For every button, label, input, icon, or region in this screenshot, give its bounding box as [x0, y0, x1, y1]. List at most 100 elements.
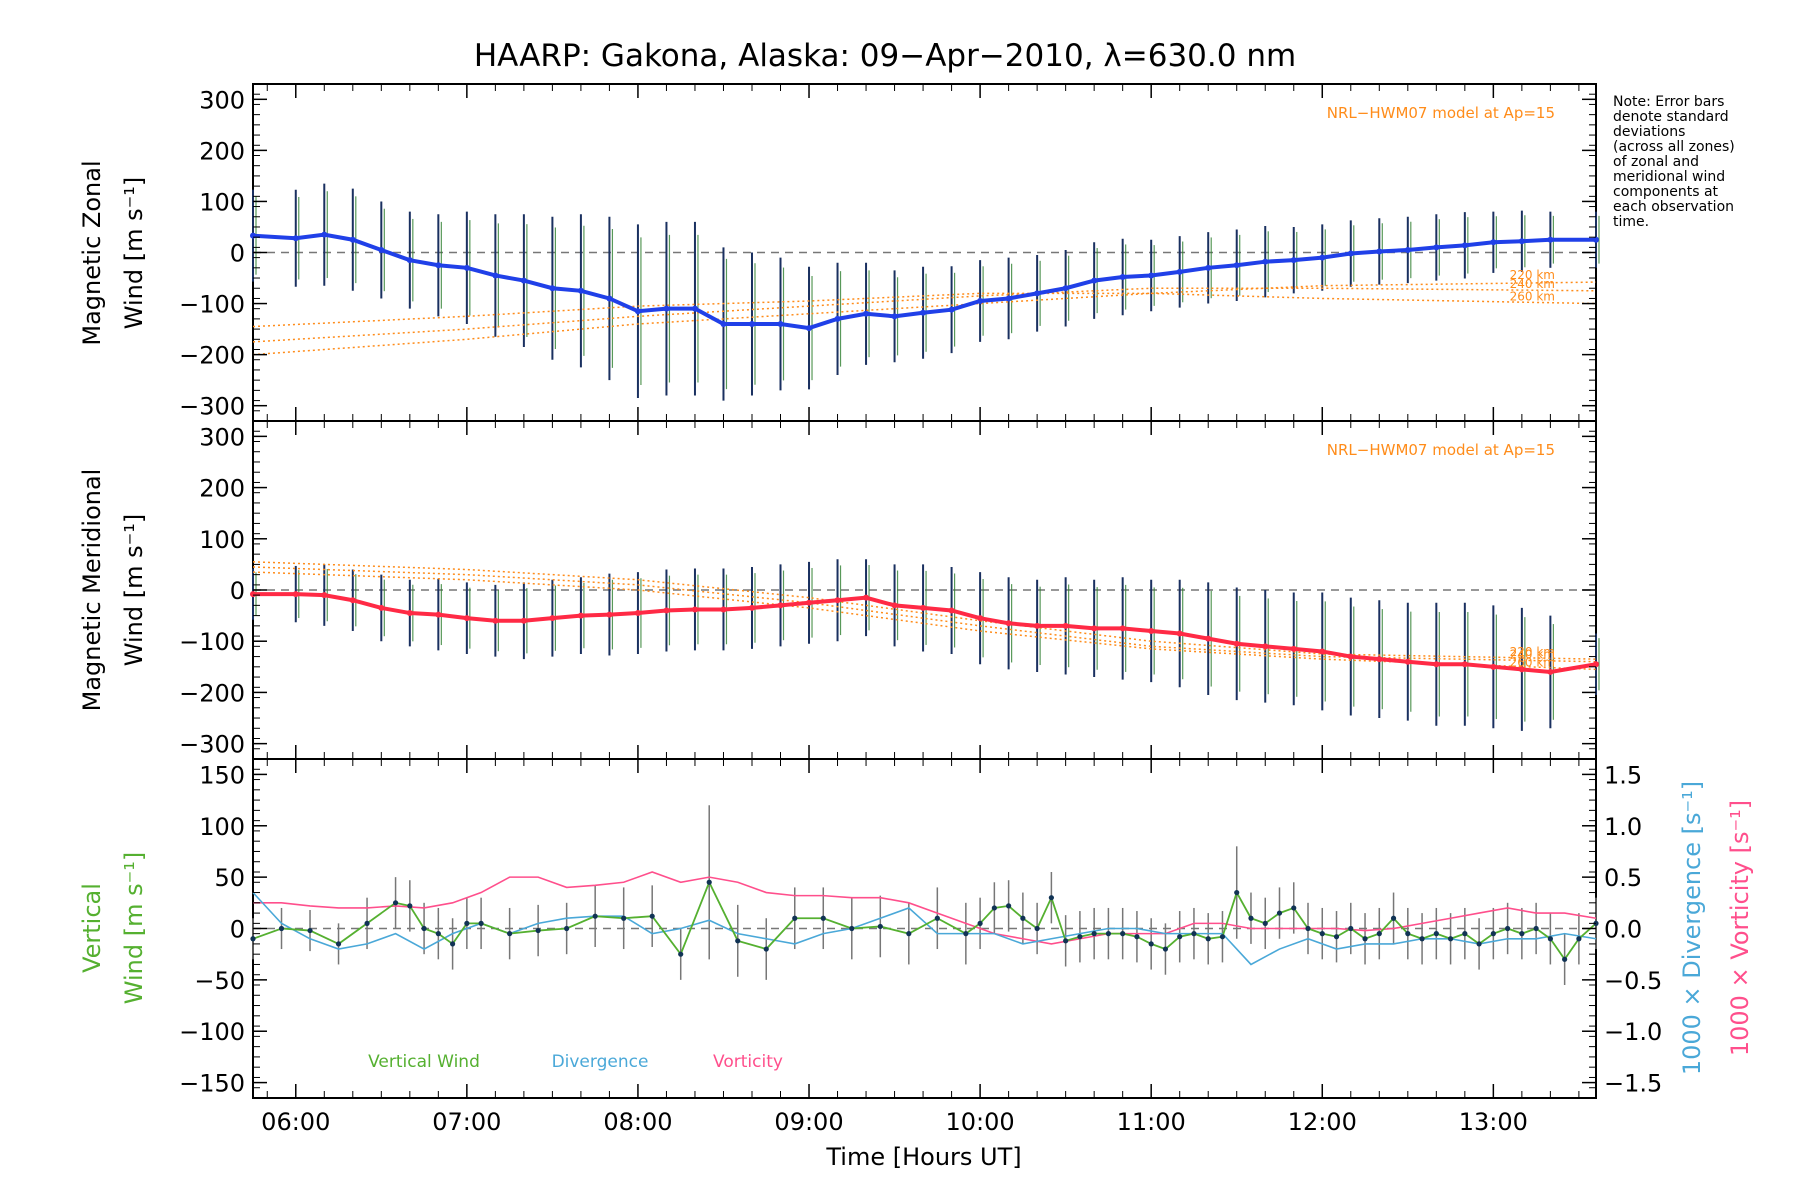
vertical-wind-point — [1433, 931, 1439, 937]
note-line: each observation — [1613, 199, 1734, 215]
zonal-wind-point — [1262, 258, 1269, 265]
meridional-model-curve — [252, 566, 1597, 663]
vertical-wind-point — [592, 913, 598, 919]
zonal-model-label: NRL−HWM07 model at Ap=15 — [1327, 104, 1555, 122]
zonal-wind-point — [948, 306, 955, 313]
meridional-wind-point — [1233, 640, 1240, 647]
vertical-wind-point — [849, 925, 855, 932]
zonal-wind-point — [435, 262, 442, 269]
meridional-wind-point — [1547, 668, 1554, 675]
vertical-wind-point — [706, 879, 712, 885]
meridional-ylabel: Magnetic Meridional Wind [m s⁻¹] — [78, 469, 148, 712]
zonal-wind-point — [977, 298, 984, 305]
vertical-wind-point — [1562, 956, 1568, 962]
x-tick-label: 10:00 — [946, 1108, 1015, 1136]
meridional-ytick-label: 300 — [199, 423, 245, 451]
zonal-wind-point — [1433, 244, 1440, 251]
zonal-wind-point — [748, 320, 755, 327]
zonal-wind-point — [321, 231, 328, 238]
meridional-wind-point — [606, 611, 613, 618]
meridional-wind-point — [1290, 645, 1297, 652]
zonal-wind-point — [634, 308, 641, 315]
zonal-wind-point — [378, 246, 385, 253]
vertical-wind-point — [963, 931, 969, 937]
zonal-wind-point — [720, 320, 727, 327]
vertical-right-tick-label: 1.0 — [1604, 813, 1642, 841]
vertical-ytick-label: 50 — [214, 864, 245, 892]
zonal-wind-point — [920, 309, 927, 316]
meridional-wind-point — [1091, 625, 1098, 632]
zonal-wind-point — [1034, 290, 1041, 297]
meridional-wind-point — [1148, 627, 1155, 634]
zonal-model-alt-label: 220 km — [1510, 268, 1555, 282]
note-line: of zonal and — [1613, 154, 1699, 170]
zonal-wind-point — [577, 287, 584, 294]
meridional-wind-point — [748, 604, 755, 611]
vertical-wind-point — [621, 915, 627, 921]
zonal-ytick-label: −100 — [179, 291, 245, 319]
meridional-wind-point — [406, 610, 413, 617]
x-tick-label: 13:00 — [1459, 1108, 1528, 1136]
vertical-wind-point — [507, 931, 513, 937]
x-tick-label: 08:00 — [603, 1108, 672, 1136]
meridional-ytick-label: 0 — [230, 577, 245, 605]
note-line: meridional wind — [1613, 169, 1725, 185]
meridional-wind-point — [1319, 648, 1326, 655]
vertical-wind-point — [464, 920, 470, 926]
zonal-wind-point — [806, 325, 813, 332]
zonal-wind-point — [1547, 236, 1554, 243]
vertical-wind-point — [1305, 925, 1311, 932]
vertical-wind-point — [1048, 895, 1054, 901]
meridional-model-alt-label: 260 km — [1510, 655, 1555, 669]
vertical-wind-point — [1405, 931, 1411, 937]
note-line: Note: Error bars — [1613, 94, 1724, 110]
meridional-wind-point — [1433, 661, 1440, 668]
vertical-ylabel: Vertical Wind [m s⁻¹] — [78, 852, 148, 1004]
vertical-wind-point — [1134, 934, 1140, 940]
vertical-ytick-label: −150 — [179, 1070, 245, 1098]
meridional-model-label: NRL−HWM07 model at Ap=15 — [1327, 441, 1555, 459]
zonal-wind-point — [1404, 246, 1411, 253]
meridional-ylabel-line1: Magnetic Meridional — [78, 469, 106, 712]
meridional-wind-point — [1119, 625, 1126, 632]
vertical-right-tick-label: −1.5 — [1604, 1070, 1662, 1098]
zonal-wind-point — [691, 305, 698, 312]
meridional-wind-point — [292, 591, 299, 598]
vertical-wind-point — [1248, 915, 1254, 921]
note-line: (across all zones) — [1613, 139, 1735, 155]
meridional-wind-point — [977, 615, 984, 622]
zonal-wind-point — [663, 305, 670, 312]
zonal-wind-point — [520, 277, 527, 284]
x-tick-label: 07:00 — [432, 1108, 501, 1136]
vertical-ytick-label: 150 — [199, 761, 245, 789]
vertical-wind-point — [307, 927, 313, 934]
meridional-wind-point — [520, 617, 527, 624]
vertical-wind-point — [1191, 931, 1197, 937]
vertical-wind-point — [1505, 925, 1511, 932]
legend-vorticity: Vorticity — [713, 1052, 783, 1072]
vertical-wind-point — [250, 936, 256, 942]
vertical-wind-point — [763, 946, 769, 952]
meridional-wind-point — [1490, 663, 1497, 670]
meridional-wind-point — [1034, 622, 1041, 629]
vertical-wind-point — [364, 920, 370, 926]
vertical-wind-point — [535, 927, 541, 934]
zonal-wind-point — [406, 257, 413, 264]
vertical-right-tick-label: 0.5 — [1604, 864, 1642, 892]
zonal-wind-point — [606, 295, 613, 302]
vertical-wind-point — [1105, 931, 1112, 937]
vertical-wind-point — [1091, 931, 1097, 937]
vertical-wind-point — [1020, 915, 1026, 921]
vertical-wind-point — [407, 903, 413, 909]
zonal-wind-point — [1319, 254, 1326, 261]
vertical-wind-point — [1348, 925, 1354, 932]
meridional-ytick-label: −100 — [179, 628, 245, 656]
zonal-wind-point — [1005, 295, 1012, 302]
vertical-wind-point — [278, 925, 285, 932]
vertical-wind-point — [1205, 936, 1211, 942]
x-axis-label: Time [Hours UT] — [825, 1143, 1021, 1171]
vertical-wind-point — [1376, 931, 1382, 937]
zonal-wind-point — [834, 315, 841, 322]
meridional-model-alt-label: 220 km — [1510, 645, 1555, 659]
vertical-wind-point — [1006, 903, 1012, 909]
